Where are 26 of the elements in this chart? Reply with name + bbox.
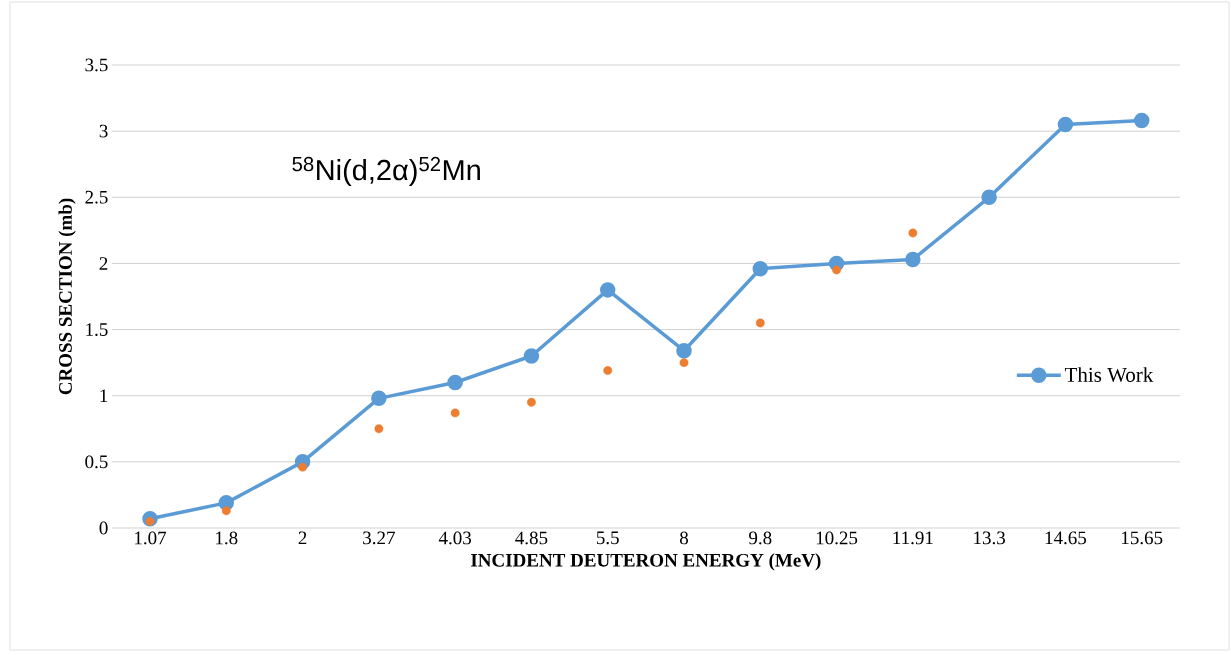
x-tick-label: 4.03	[438, 531, 472, 545]
y-tick-label: 3.5	[85, 58, 108, 72]
y-axis-title: CROSS SECTION (mb)	[58, 198, 76, 395]
y-tick-label: 2	[99, 257, 108, 270]
x-tick-label: 1.8	[216, 531, 238, 545]
y-tick-label: 2.5	[85, 190, 108, 204]
x-tick-label: 11.91	[893, 531, 933, 545]
y-tick-label: 1	[100, 389, 108, 402]
x-tick-label: 2	[298, 531, 307, 545]
x-tick-label: 9.8	[749, 531, 772, 545]
x-tick-label: 15.65	[1121, 531, 1163, 545]
y-tick-label: 0	[99, 521, 108, 535]
x-tick-label: 8	[679, 531, 689, 545]
y-tick-label: 1.5	[86, 323, 108, 336]
x-tick-label: 1.07	[135, 531, 167, 545]
legend-label: This Work	[1064, 367, 1154, 383]
x-tick-label: 3.27	[363, 531, 395, 545]
y-tick-label: 3	[99, 124, 108, 138]
x-tick-label: 13.3	[974, 531, 1006, 545]
x-tick-label: 5.5	[596, 531, 619, 545]
annotation: $^{58}$Ni(d,2α)$^{52}$Mn	[292, 156, 480, 187]
x-tick-label: 4.85	[515, 531, 548, 545]
x-tick-label: 10.25	[816, 531, 858, 545]
y-tick-label: 0.5	[85, 455, 108, 469]
x-axis-title: INCIDENT DEUTERON ENERGY (MeV)	[471, 553, 821, 571]
x-tick-label: 14.65	[1045, 531, 1087, 545]
